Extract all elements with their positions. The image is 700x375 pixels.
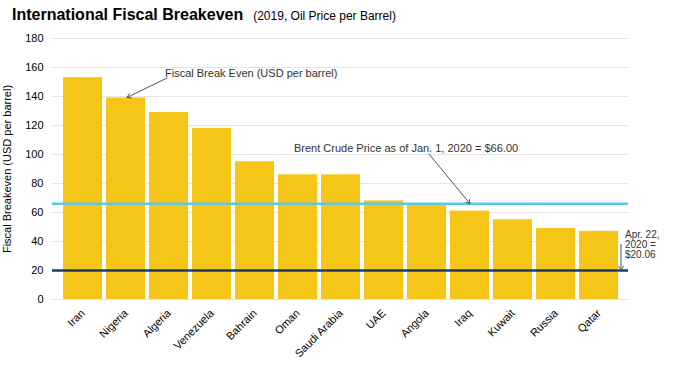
svg-text:Brent Crude Price as of Jan. 1: Brent Crude Price as of Jan. 1, 2020 = $… <box>294 142 518 154</box>
svg-text:Iran: Iran <box>65 307 87 329</box>
svg-text:Kuwait: Kuwait <box>485 307 517 339</box>
svg-text:60: 60 <box>31 206 43 218</box>
svg-text:UAE: UAE <box>363 307 387 331</box>
svg-text:Qatar: Qatar <box>575 307 603 335</box>
svg-text:140: 140 <box>25 90 43 102</box>
svg-text:Nigeria: Nigeria <box>97 306 131 340</box>
svg-text:Angola: Angola <box>398 306 431 339</box>
svg-text:160: 160 <box>25 61 43 73</box>
svg-text:Venezuela: Venezuela <box>171 306 216 351</box>
svg-text:180: 180 <box>25 32 43 44</box>
svg-text:Bahrain: Bahrain <box>224 307 259 342</box>
svg-text:0: 0 <box>37 293 43 305</box>
svg-text:20: 20 <box>31 264 43 276</box>
svg-text:Iraq: Iraq <box>452 307 474 329</box>
svg-text:Algeria: Algeria <box>140 306 173 339</box>
html-text:International Fiscal Breakeven: International Fiscal Breakeven <box>12 6 244 23</box>
svg-text:80: 80 <box>31 177 43 189</box>
svg-text:Russia: Russia <box>528 306 561 339</box>
svg-text:Apr. 22,2020 =$20.06: Apr. 22,2020 =$20.06 <box>625 229 659 260</box>
svg-text:Fiscal Break Even (USD per bar: Fiscal Break Even (USD per barrel) <box>165 67 337 79</box>
svg-text:40: 40 <box>31 235 43 247</box>
svg-text:Oman: Oman <box>272 307 302 337</box>
svg-text:Fiscal Breakeven (USD per barr: Fiscal Breakeven (USD per barrel) <box>1 85 13 253</box>
svg-text:120: 120 <box>25 119 43 131</box>
svg-text:100: 100 <box>25 148 43 160</box>
html-text:(2019, Oil Price per Barrel): (2019, Oil Price per Barrel) <box>253 9 396 23</box>
svg-text:Saudi Arabia: Saudi Arabia <box>292 306 345 359</box>
